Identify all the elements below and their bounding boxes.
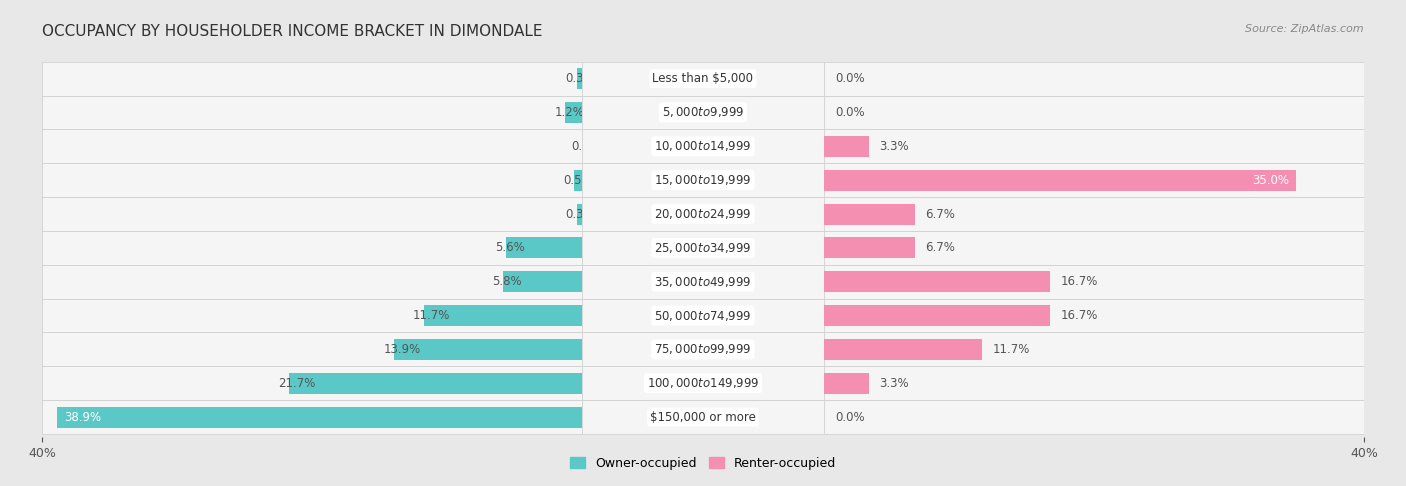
Text: 1.2%: 1.2%: [554, 106, 585, 119]
Bar: [42, 332, 582, 366]
Text: 21.7%: 21.7%: [278, 377, 315, 390]
Text: 6.7%: 6.7%: [925, 242, 956, 254]
Bar: [290, 373, 582, 394]
Text: Less than $5,000: Less than $5,000: [652, 72, 754, 85]
Bar: [824, 62, 1364, 96]
Text: 0.0%: 0.0%: [835, 106, 865, 119]
Text: $5,000 to $9,999: $5,000 to $9,999: [662, 105, 744, 120]
Text: OCCUPANCY BY HOUSEHOLDER INCOME BRACKET IN DIMONDALE: OCCUPANCY BY HOUSEHOLDER INCOME BRACKET …: [42, 24, 543, 39]
Bar: [42, 366, 582, 400]
Bar: [824, 163, 1364, 197]
Text: $25,000 to $34,999: $25,000 to $34,999: [654, 241, 752, 255]
Text: 38.9%: 38.9%: [63, 411, 101, 424]
Bar: [824, 400, 1364, 434]
Bar: [42, 231, 582, 265]
Bar: [42, 62, 582, 96]
Bar: [582, 366, 824, 400]
Bar: [42, 265, 582, 298]
Text: 5.6%: 5.6%: [495, 242, 524, 254]
Bar: [42, 163, 582, 197]
Text: $15,000 to $19,999: $15,000 to $19,999: [654, 173, 752, 187]
Bar: [423, 305, 582, 326]
Text: 0.58%: 0.58%: [562, 174, 600, 187]
Bar: [582, 265, 824, 298]
Text: $100,000 to $149,999: $100,000 to $149,999: [647, 376, 759, 390]
Bar: [576, 204, 582, 225]
Bar: [58, 407, 582, 428]
Bar: [582, 298, 824, 332]
Bar: [824, 305, 1050, 326]
Text: 0.38%: 0.38%: [565, 208, 603, 221]
Bar: [824, 231, 1364, 265]
Bar: [42, 96, 582, 129]
Bar: [824, 237, 915, 259]
Text: 13.9%: 13.9%: [384, 343, 420, 356]
Text: 3.3%: 3.3%: [880, 377, 910, 390]
Bar: [824, 197, 1364, 231]
Text: $75,000 to $99,999: $75,000 to $99,999: [654, 343, 752, 356]
Bar: [42, 129, 582, 163]
Bar: [824, 271, 1050, 292]
Text: 16.7%: 16.7%: [1060, 309, 1098, 322]
Bar: [503, 271, 582, 292]
Bar: [582, 231, 824, 265]
Text: $50,000 to $74,999: $50,000 to $74,999: [654, 309, 752, 323]
Text: 11.7%: 11.7%: [413, 309, 450, 322]
Text: $20,000 to $24,999: $20,000 to $24,999: [654, 207, 752, 221]
Bar: [582, 400, 824, 434]
Bar: [394, 339, 582, 360]
Text: 16.7%: 16.7%: [1060, 275, 1098, 288]
Text: 35.0%: 35.0%: [1253, 174, 1289, 187]
Text: 3.3%: 3.3%: [880, 140, 910, 153]
Text: 0.0%: 0.0%: [835, 411, 865, 424]
Bar: [582, 129, 824, 163]
Text: 0.0%: 0.0%: [835, 72, 865, 85]
Text: 0.0%: 0.0%: [571, 140, 600, 153]
Text: 11.7%: 11.7%: [993, 343, 1031, 356]
Text: Source: ZipAtlas.com: Source: ZipAtlas.com: [1246, 24, 1364, 35]
Bar: [582, 163, 824, 197]
Bar: [565, 102, 582, 123]
Bar: [42, 197, 582, 231]
Bar: [582, 332, 824, 366]
Bar: [824, 96, 1364, 129]
Bar: [824, 129, 1364, 163]
Bar: [824, 136, 869, 157]
Text: 0.38%: 0.38%: [565, 72, 603, 85]
Text: 6.7%: 6.7%: [925, 208, 956, 221]
Bar: [824, 204, 915, 225]
Bar: [576, 68, 582, 89]
Bar: [824, 366, 1364, 400]
Bar: [582, 62, 824, 96]
Bar: [824, 332, 1364, 366]
Bar: [574, 170, 582, 191]
Text: 5.8%: 5.8%: [492, 275, 522, 288]
Bar: [506, 237, 582, 259]
Bar: [42, 298, 582, 332]
Bar: [824, 170, 1296, 191]
Bar: [824, 373, 869, 394]
Bar: [582, 197, 824, 231]
Bar: [582, 96, 824, 129]
Text: $10,000 to $14,999: $10,000 to $14,999: [654, 139, 752, 153]
Legend: Owner-occupied, Renter-occupied: Owner-occupied, Renter-occupied: [565, 452, 841, 475]
Bar: [824, 298, 1364, 332]
Text: $150,000 or more: $150,000 or more: [650, 411, 756, 424]
Bar: [824, 339, 983, 360]
Bar: [824, 265, 1364, 298]
Bar: [42, 400, 582, 434]
Text: $35,000 to $49,999: $35,000 to $49,999: [654, 275, 752, 289]
